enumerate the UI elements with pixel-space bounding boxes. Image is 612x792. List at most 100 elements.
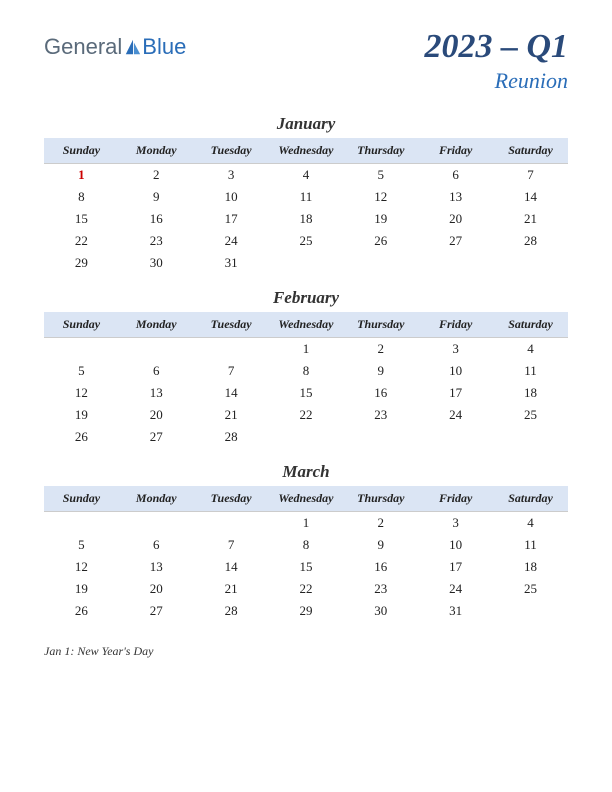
calendar-cell: 6 <box>119 534 194 556</box>
page-title: 2023 – Q1 <box>424 28 568 66</box>
calendar-cell: 26 <box>44 426 119 448</box>
calendar-cell: 24 <box>418 578 493 600</box>
calendar-cell: 8 <box>44 186 119 208</box>
day-header: Saturday <box>493 486 568 512</box>
calendar-cell: 25 <box>269 230 344 252</box>
logo-text-general: General <box>44 34 122 60</box>
calendar-cell: 30 <box>343 600 418 622</box>
calendar-cell: 29 <box>269 600 344 622</box>
calendar-cell: 13 <box>119 382 194 404</box>
calendar-cell: 13 <box>119 556 194 578</box>
calendar-cell: 16 <box>343 382 418 404</box>
calendar-cell-empty <box>343 426 418 448</box>
calendar-cell: 23 <box>343 404 418 426</box>
day-header: Sunday <box>44 312 119 338</box>
calendar-cell: 28 <box>493 230 568 252</box>
day-header: Saturday <box>493 312 568 338</box>
calendar-cell: 23 <box>119 230 194 252</box>
day-header: Wednesday <box>269 312 344 338</box>
calendar-cell: 23 <box>343 578 418 600</box>
logo-sail-icon <box>124 38 142 56</box>
calendar-cell: 2 <box>343 512 418 535</box>
day-header: Monday <box>119 312 194 338</box>
calendar-cell: 16 <box>119 208 194 230</box>
calendar-cell: 9 <box>119 186 194 208</box>
calendar-cell: 28 <box>194 600 269 622</box>
calendar-cell-empty <box>269 252 344 274</box>
calendar-cell: 17 <box>418 382 493 404</box>
day-header: Tuesday <box>194 312 269 338</box>
calendar-cell-empty <box>418 252 493 274</box>
calendar-cell: 14 <box>194 382 269 404</box>
calendar-cell: 14 <box>194 556 269 578</box>
calendar-cell: 6 <box>418 164 493 187</box>
calendar-cell: 10 <box>418 360 493 382</box>
month-name: February <box>44 288 568 308</box>
calendar-cell: 11 <box>269 186 344 208</box>
calendar-cell-empty <box>119 512 194 535</box>
month-block: February SundayMondayTuesdayWednesdayThur… <box>44 288 568 448</box>
calendar-cell: 25 <box>493 578 568 600</box>
calendar-cell: 5 <box>44 534 119 556</box>
calendar-cell: 9 <box>343 534 418 556</box>
calendar-cell: 1 <box>269 512 344 535</box>
calendar-cell: 13 <box>418 186 493 208</box>
calendar-cell: 12 <box>343 186 418 208</box>
day-header: Friday <box>418 486 493 512</box>
day-header: Thursday <box>343 312 418 338</box>
calendar-cell: 21 <box>493 208 568 230</box>
holidays-list: Jan 1: New Year's Day <box>44 644 568 659</box>
calendar-cell: 11 <box>493 534 568 556</box>
month-block: March SundayMondayTuesdayWednesdayThursda… <box>44 462 568 622</box>
calendar-cell: 2 <box>343 338 418 361</box>
calendar-cell: 18 <box>493 556 568 578</box>
header: General Blue 2023 – Q1 Reunion <box>44 28 568 94</box>
calendar-cell: 31 <box>418 600 493 622</box>
calendar-table: SundayMondayTuesdayWednesdayThursdayFrid… <box>44 486 568 622</box>
calendar-cell: 24 <box>418 404 493 426</box>
calendar-cell: 30 <box>119 252 194 274</box>
calendar-cell: 10 <box>194 186 269 208</box>
calendar-cell-empty <box>194 512 269 535</box>
calendar-cell: 28 <box>194 426 269 448</box>
calendar-cell-empty <box>269 426 344 448</box>
calendar-cell: 15 <box>269 556 344 578</box>
calendar-cell: 7 <box>194 534 269 556</box>
calendar-table: SundayMondayTuesdayWednesdayThursdayFrid… <box>44 312 568 448</box>
calendar-cell: 22 <box>269 578 344 600</box>
calendar-cell-empty <box>418 426 493 448</box>
calendar-cell: 4 <box>493 512 568 535</box>
calendar-cell: 27 <box>119 426 194 448</box>
day-header: Sunday <box>44 486 119 512</box>
calendars-container: JanuarySundayMondayTuesdayWednesdayThurs… <box>44 114 568 622</box>
calendar-cell-empty <box>44 338 119 361</box>
calendar-cell: 27 <box>119 600 194 622</box>
calendar-cell: 31 <box>194 252 269 274</box>
day-header: Saturday <box>493 138 568 164</box>
calendar-cell-empty <box>44 512 119 535</box>
calendar-cell: 19 <box>44 578 119 600</box>
calendar-cell: 26 <box>343 230 418 252</box>
calendar-cell: 11 <box>493 360 568 382</box>
page-subtitle: Reunion <box>424 68 568 94</box>
day-header: Friday <box>418 312 493 338</box>
calendar-cell: 3 <box>418 512 493 535</box>
calendar-cell: 25 <box>493 404 568 426</box>
calendar-cell: 15 <box>44 208 119 230</box>
calendar-cell: 12 <box>44 382 119 404</box>
day-header: Thursday <box>343 486 418 512</box>
calendar-cell: 20 <box>119 404 194 426</box>
month-name: March <box>44 462 568 482</box>
calendar-cell: 15 <box>269 382 344 404</box>
calendar-cell: 18 <box>493 382 568 404</box>
calendar-table: SundayMondayTuesdayWednesdayThursdayFrid… <box>44 138 568 274</box>
day-header: Thursday <box>343 138 418 164</box>
calendar-cell: 8 <box>269 534 344 556</box>
day-header: Wednesday <box>269 486 344 512</box>
calendar-cell: 3 <box>418 338 493 361</box>
month-block: JanuarySundayMondayTuesdayWednesdayThurs… <box>44 114 568 274</box>
calendar-cell-empty <box>493 426 568 448</box>
calendar-cell: 21 <box>194 578 269 600</box>
title-block: 2023 – Q1 Reunion <box>424 28 568 94</box>
calendar-cell: 16 <box>343 556 418 578</box>
